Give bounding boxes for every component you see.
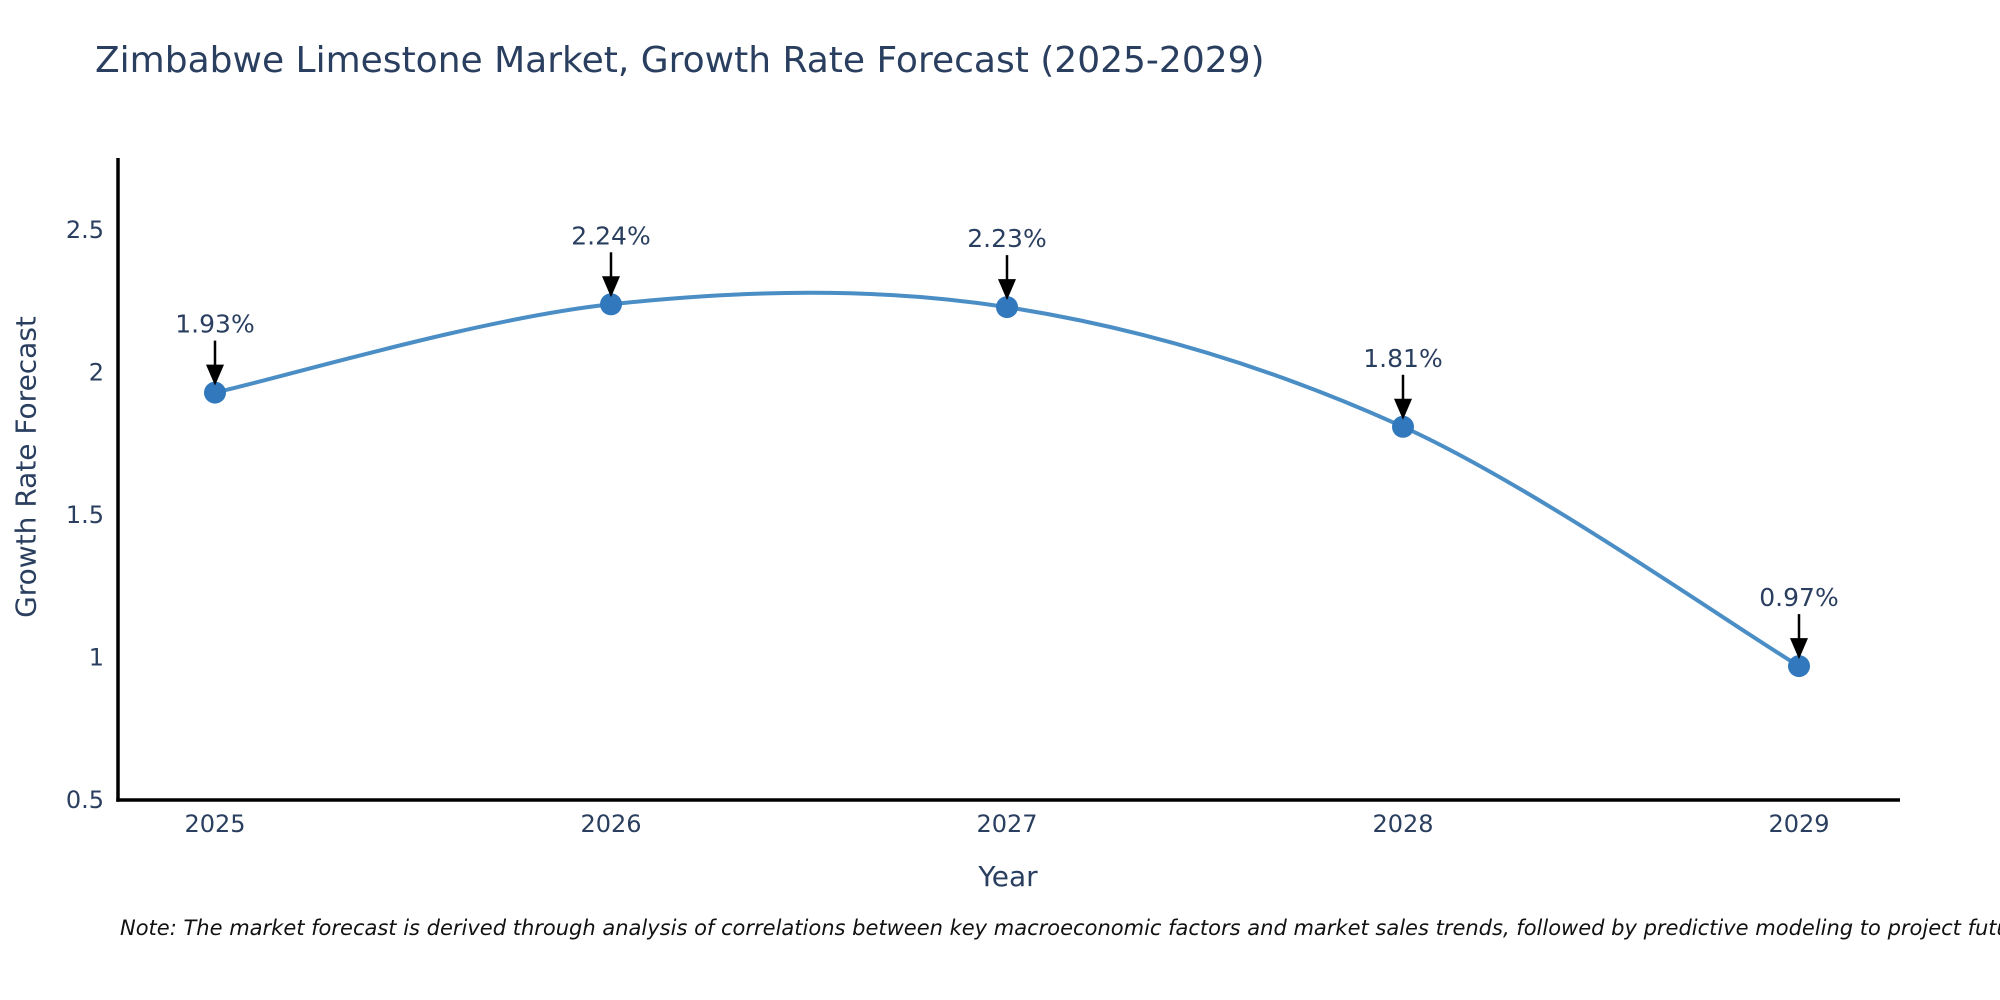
x-tick-label: 2025 — [184, 810, 245, 838]
x-axis-title: Year — [978, 860, 1038, 893]
data-point-2027[interactable] — [996, 296, 1018, 319]
data-point-2029[interactable] — [1788, 655, 1810, 678]
y-tick-label: 2 — [89, 359, 104, 387]
y-tick-label: 1 — [89, 644, 104, 672]
x-axis-tick-labels: 2025 2026 2027 2028 2029 — [184, 810, 1829, 838]
point-value-label: 2.23% — [967, 224, 1046, 253]
annotation-arrowhead-icon — [602, 276, 620, 298]
data-line — [214, 290, 1801, 668]
point-value-label: 0.97% — [1759, 583, 1838, 612]
point-value-label: 2.24% — [571, 221, 650, 250]
growth-rate-line — [214, 290, 1801, 668]
annotation-arrowhead-icon — [1790, 638, 1808, 660]
x-tick-label: 2027 — [976, 810, 1037, 838]
y-axis-title: Growth Rate Forecast — [9, 316, 43, 618]
chart-title: Zimbabwe Limestone Market, Growth Rate F… — [95, 40, 1265, 81]
data-point-2026[interactable] — [600, 293, 622, 316]
annotation-arrowhead-icon — [1394, 398, 1412, 420]
annotation-arrowhead-icon — [206, 364, 224, 386]
data-point-2025[interactable] — [204, 381, 226, 404]
y-tick-label: 1.5 — [66, 501, 104, 529]
data-point-2028[interactable] — [1392, 415, 1414, 438]
data-markers — [204, 293, 1810, 678]
x-tick-label: 2028 — [1372, 810, 1433, 838]
point-annotations: 1.93% 2.24% 2.23% 1.81% 0.97% — [175, 221, 1839, 660]
x-tick-label: 2029 — [1768, 810, 1829, 838]
point-value-label: 1.93% — [175, 310, 254, 339]
point-value-label: 1.81% — [1363, 344, 1442, 373]
annotation-arrowhead-icon — [998, 279, 1016, 301]
y-axis-tick-labels: 0.5 1 1.5 2 2.5 — [66, 216, 104, 814]
y-tick-label: 2.5 — [66, 216, 104, 244]
footnote: Note: The market forecast is derived thr… — [120, 916, 2000, 940]
x-tick-label: 2026 — [580, 810, 641, 838]
y-tick-label: 0.5 — [66, 786, 104, 814]
